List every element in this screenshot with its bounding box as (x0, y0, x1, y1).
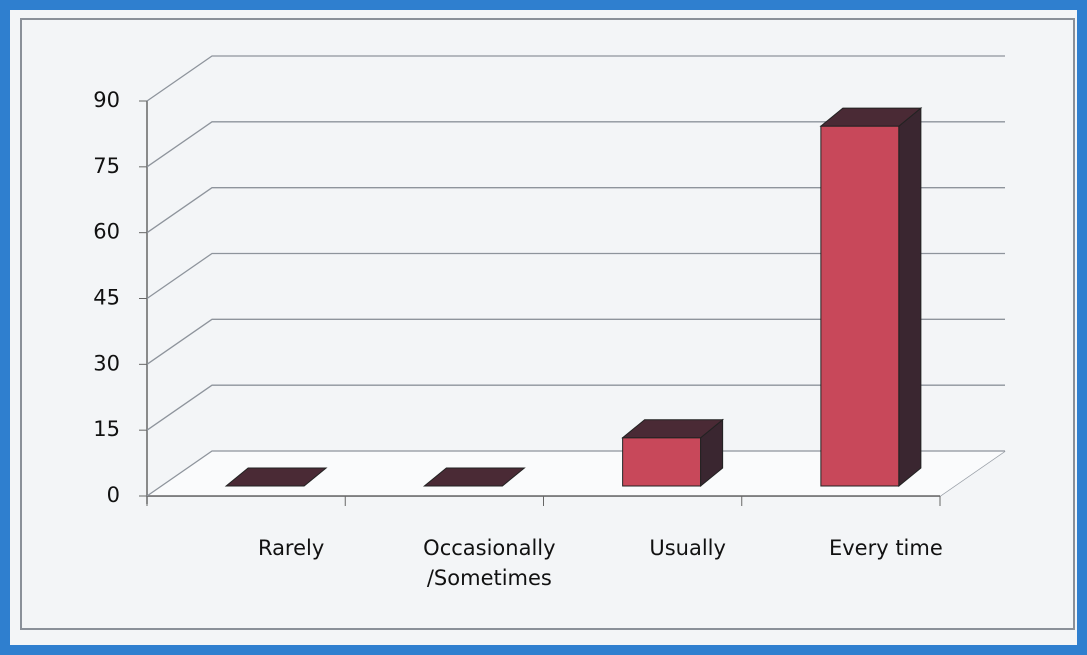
y-tick-label: 75 (93, 154, 120, 178)
bar-front (622, 437, 702, 487)
x-tick-label: Occasionally /Sometimes (423, 536, 556, 590)
bar (819, 107, 923, 488)
bar-front (820, 125, 900, 487)
grid-line (146, 450, 1005, 497)
x-tick-label: Usually (649, 536, 726, 560)
grid-line (146, 187, 1005, 234)
y-tick-label: 15 (93, 417, 120, 441)
x-tick-label: Rarely (257, 536, 325, 560)
grid-line (146, 252, 1005, 300)
y-tick-label: 45 (93, 286, 120, 310)
grid-line (146, 55, 1005, 102)
grid-line (146, 318, 1005, 365)
bar (621, 418, 725, 488)
bar-top (224, 467, 328, 487)
bar-side (898, 107, 922, 488)
bar (422, 467, 526, 487)
bar-top (621, 419, 725, 439)
y-tick-label: 0 (107, 483, 120, 507)
chart-border (20, 18, 1075, 630)
y-tick-label: 90 (93, 88, 120, 112)
grid-line (146, 121, 1005, 168)
x-tick-label: Every time (828, 536, 943, 560)
grid-line (146, 384, 1005, 431)
y-tick-label: 30 (93, 351, 120, 375)
bar-top (422, 467, 526, 487)
bar (224, 467, 328, 487)
floor-fill (147, 451, 1005, 496)
bar-top (819, 107, 923, 127)
y-tick-label: 60 (93, 220, 120, 244)
